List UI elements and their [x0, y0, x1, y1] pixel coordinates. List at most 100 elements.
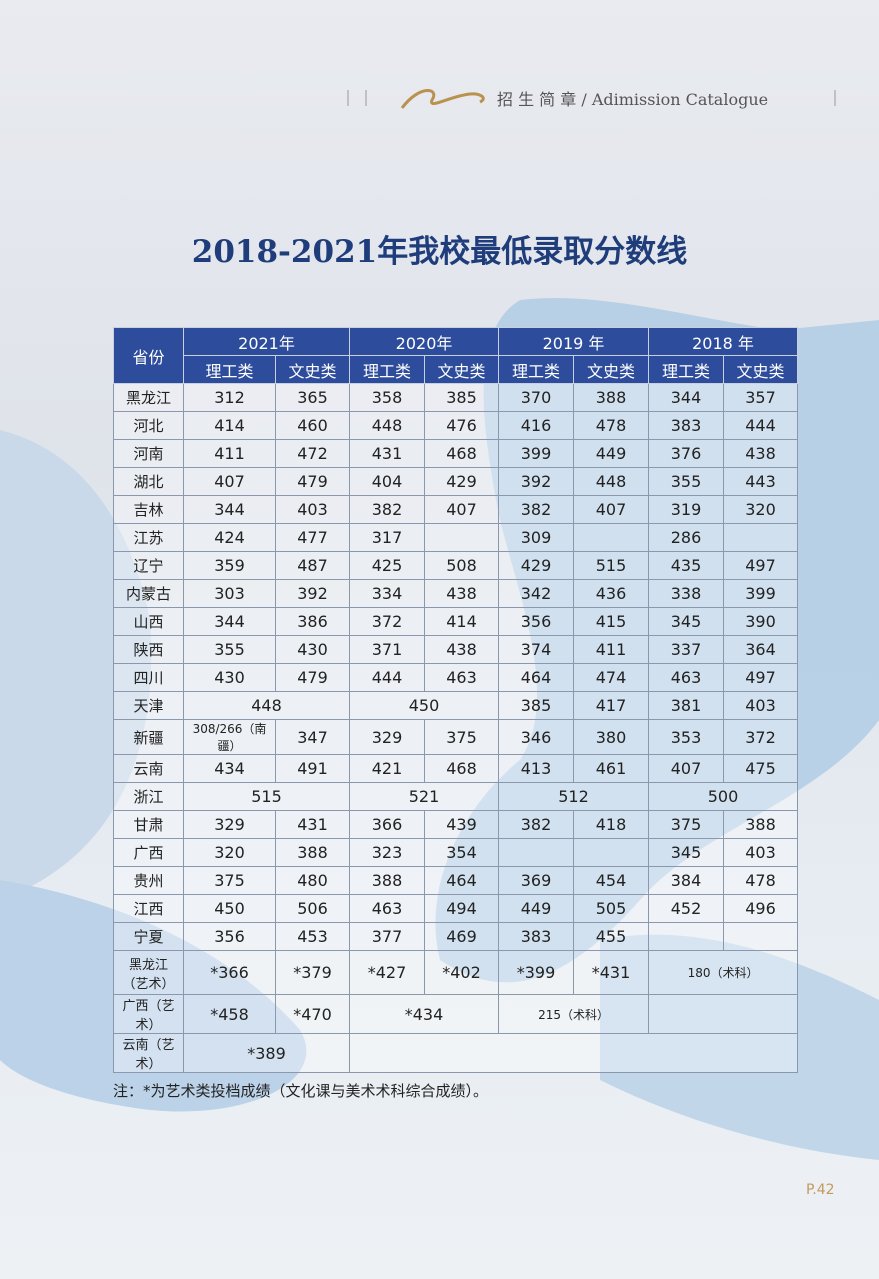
score-cell: 478 [573, 411, 650, 440]
score-cell: 344 [648, 383, 725, 412]
score-cell: 479 [274, 663, 351, 692]
province-cell: 江西 [113, 894, 184, 923]
score-cell: 375 [424, 719, 500, 755]
province-cell: 四川 [113, 663, 184, 692]
province-cell: 云南 [113, 754, 184, 783]
score-cell: 308/266（南疆） [183, 719, 276, 755]
score-cell: 346 [498, 719, 575, 755]
subheader: 理工类 [648, 355, 725, 384]
score-cell: 429 [424, 467, 500, 496]
score-cell: 347 [274, 719, 351, 755]
score-cell: 180（术科） [648, 950, 799, 995]
score-cell: 521 [349, 782, 500, 811]
score-cell: 337 [648, 635, 725, 664]
table-row: 河南 411 472 431 468 399 449 376 438 [113, 439, 799, 468]
score-cell: 515 [182, 782, 351, 811]
score-cell: 414 [183, 411, 276, 440]
table-row: 河北 414 460 448 476 416 478 383 444 [113, 411, 799, 440]
province-cell: 黑龙江 （艺术） [113, 950, 184, 995]
subheader: 理工类 [183, 355, 276, 384]
score-cell: 497 [723, 551, 799, 580]
score-cell: 403 [723, 838, 799, 867]
province-cell: 陕西 [113, 635, 184, 664]
score-cell: 377 [349, 922, 426, 951]
score-cell: 429 [498, 551, 575, 580]
score-cell: 461 [573, 754, 650, 783]
empty-cell [648, 922, 725, 951]
score-cell: *399 [498, 950, 575, 995]
province-cell: 宁夏 [113, 922, 184, 951]
score-cell: *389 [182, 1033, 351, 1073]
score-table: 省份 2021年 2020年 2019 年 2018 年理工类 文史类 理工类 文史类 理工类文… [113, 327, 799, 1073]
table-row: 广西（艺术） *458 *470 *434 215（术科） [113, 994, 799, 1034]
score-cell: 475 [723, 754, 799, 783]
catalogue-header: 招 生 简 章 / Adimission Catalogue [497, 90, 769, 109]
score-cell: 385 [424, 383, 500, 412]
table-row: 江西 450 506 463 494 449 505 452 496 [113, 894, 799, 923]
score-cell: 414 [424, 607, 500, 636]
province-cell: 广西 [113, 838, 184, 867]
table-row: 云南（艺术） *389 [113, 1033, 799, 1073]
year-header: 2020年 [349, 327, 500, 356]
score-cell: 453 [274, 922, 351, 951]
score-cell: 500 [648, 782, 799, 811]
table-row: 辽宁 359 487 425 508 429 515 435 497 [113, 551, 799, 580]
score-cell: 386 [274, 607, 351, 636]
score-cell: 215（术科） [498, 994, 650, 1034]
table-row: 内蒙古 303 392 334 438 342 436 338 399 [113, 579, 799, 608]
score-cell: 399 [723, 579, 799, 608]
table-row: 新疆 308/266（南疆） 347 329 375 346 380 353 372 [113, 719, 799, 755]
score-cell: 469 [424, 922, 500, 951]
score-cell: *470 [274, 994, 351, 1034]
score-cell: 506 [274, 894, 351, 923]
score-cell: 388 [723, 810, 799, 839]
score-cell: 399 [498, 439, 575, 468]
score-cell: 450 [183, 894, 276, 923]
score-cell: 353 [648, 719, 725, 755]
score-cell: 385 [498, 691, 575, 720]
score-cell: 382 [349, 495, 426, 524]
score-cell: 369 [498, 866, 575, 895]
score-cell: 317 [349, 523, 426, 552]
score-cell: 370 [498, 383, 575, 412]
table-row: 贵州 375 480 388 464 369 454 384 478 [113, 866, 799, 895]
score-cell: *379 [274, 950, 351, 995]
score-cell: 487 [274, 551, 351, 580]
score-cell: 477 [274, 523, 351, 552]
score-cell: 374 [498, 635, 575, 664]
province-cell: 贵州 [113, 866, 184, 895]
score-cell: 411 [183, 439, 276, 468]
score-cell: 388 [274, 838, 351, 867]
score-cell: 364 [723, 635, 799, 664]
score-cell: 418 [573, 810, 650, 839]
score-cell: 452 [648, 894, 725, 923]
province-cell: 黑龙江 [113, 383, 184, 412]
score-cell: 329 [349, 719, 426, 755]
table-body: 黑龙江 312 365 358 385 370 388 344 357 河北 414 460 448 47… [113, 383, 799, 1073]
score-cell: 320 [183, 838, 276, 867]
header-row: 理工类 文史类 理工类 文史类 理工类 文史类 理工类 文史类 [114, 355, 799, 384]
score-cell: 380 [573, 719, 650, 755]
score-cell: 438 [424, 635, 500, 664]
score-cell: 434 [183, 754, 276, 783]
score-cell: 463 [424, 663, 500, 692]
score-cell: 344 [183, 607, 276, 636]
score-cell: 508 [424, 551, 500, 580]
score-cell: 356 [183, 922, 276, 951]
title: 2018-2021年我校最低录取分数线 [191, 234, 688, 270]
score-cell: 512 [498, 782, 650, 811]
table-row: 天津 448 450 385 417 381 403 [113, 691, 799, 720]
province-cell: 浙江 [113, 782, 184, 811]
score-cell: 455 [573, 922, 650, 951]
score-cell: 411 [573, 635, 650, 664]
score-cell: 312 [183, 383, 276, 412]
score-cell: 390 [723, 607, 799, 636]
table-row: 甘肃 329 431 366 439 382 418 375 388 [113, 810, 799, 839]
score-cell: 355 [648, 467, 725, 496]
empty-cell [424, 523, 500, 552]
score-cell: 404 [349, 467, 426, 496]
score-cell: 448 [573, 467, 650, 496]
score-cell: 403 [274, 495, 351, 524]
score-cell: 382 [498, 810, 575, 839]
